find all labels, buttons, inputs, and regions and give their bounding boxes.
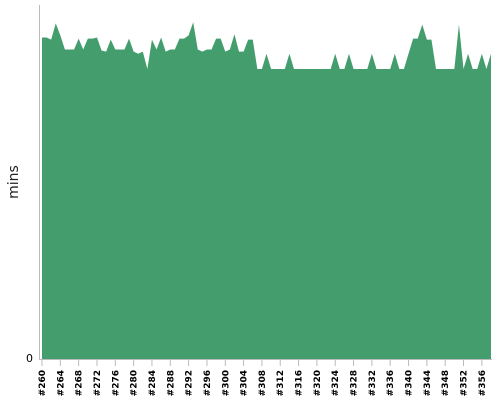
x-tick-label: #292: [185, 370, 195, 396]
x-tick-label: #304: [240, 370, 250, 396]
y-axis-title: mins: [6, 165, 22, 199]
x-tick-label: #356: [478, 370, 488, 396]
x-tick-label: #336: [386, 370, 396, 396]
y-tick-label: 0: [26, 352, 33, 365]
x-tick-label: #288: [166, 370, 176, 396]
x-tick-label: #264: [56, 370, 66, 396]
x-axis-ticks: #260 #264 #268 #272 #276 #280 #284 #288 #292 #296…: [38, 360, 488, 396]
x-tick-label: #284: [148, 370, 158, 396]
plot-area: [42, 22, 491, 359]
x-tick-label: #344: [423, 370, 433, 396]
x-tick-label: #316: [295, 370, 305, 396]
x-tick-label: #328: [350, 370, 360, 396]
x-tick-label: #348: [441, 370, 451, 396]
x-tick-label: #272: [93, 370, 103, 396]
x-tick-label: #280: [130, 370, 140, 396]
x-tick-label: #332: [368, 370, 378, 396]
area-series-0: [42, 22, 491, 359]
x-tick-label: #260: [38, 370, 48, 396]
x-tick-label: #340: [405, 370, 415, 396]
x-tick-label: #268: [75, 370, 85, 396]
x-tick-label: #312: [276, 370, 286, 396]
x-tick-label: #296: [203, 370, 213, 396]
x-tick-label: #300: [221, 370, 231, 396]
x-tick-label: #320: [313, 370, 323, 396]
x-tick-label: #324: [331, 370, 341, 396]
x-tick-label: #308: [258, 370, 268, 396]
y-axis-ticks: 0: [26, 352, 33, 365]
x-tick-label: #352: [460, 370, 470, 396]
x-tick-label: #276: [111, 370, 121, 396]
